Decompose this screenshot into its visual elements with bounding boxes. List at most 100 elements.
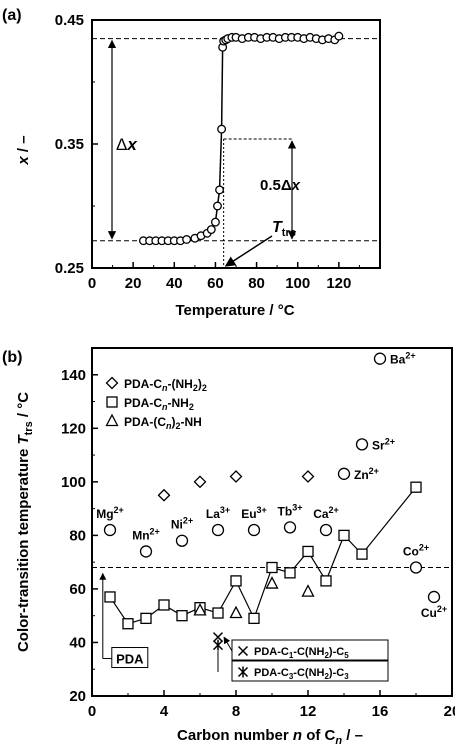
x-tick-label: 20 xyxy=(444,703,455,720)
square-series-line xyxy=(109,486,417,625)
x-tick-label: 100 xyxy=(285,275,310,292)
y-tick-label: 0.35 xyxy=(55,136,84,153)
triangle-point xyxy=(301,584,315,597)
boxed-label-text: PDA-C3-C(NH2)-C3 xyxy=(254,667,349,681)
ion-point xyxy=(283,521,297,534)
data-point xyxy=(182,235,192,244)
ion-label: Co2+ xyxy=(403,543,429,559)
ion-label: Ba2+ xyxy=(390,351,416,367)
square-point xyxy=(140,612,152,625)
boxed-label-marker-stroke xyxy=(237,645,249,657)
x-point xyxy=(212,632,224,643)
square-point xyxy=(122,618,134,630)
square-point xyxy=(212,607,224,619)
delta-x-label: Δx xyxy=(116,135,138,154)
ion-label: Eu3+ xyxy=(241,505,267,521)
panel-a-annotations: Δx 0.5Δx Ttrs xyxy=(116,135,301,239)
x-point-stroke xyxy=(212,632,224,643)
square-point xyxy=(356,548,368,560)
square-point xyxy=(158,599,170,611)
x-tick-label: 60 xyxy=(207,275,224,292)
panel-b-y-axis-label: Color-transition temperature Ttrs / °C xyxy=(15,392,35,652)
transition-curve xyxy=(143,35,340,242)
y-tick-label: 60 xyxy=(69,581,86,598)
legend-marker xyxy=(105,376,119,390)
ion-point xyxy=(427,590,441,604)
half-delta-x-label: 0.5Δx xyxy=(260,177,301,194)
data-point xyxy=(217,124,227,134)
panel-b: (b) PDA 04812162020406080100120140 Mg2+M… xyxy=(2,347,455,747)
triangle-point xyxy=(265,576,279,589)
square-point xyxy=(104,591,116,603)
diamond-point xyxy=(301,470,315,483)
ion-label: Sr2+ xyxy=(372,436,395,452)
panel-b-ticks: 0 4 8 12 16 20 20 40 60 80 100 120 140 xyxy=(61,367,455,720)
ion-label: La3+ xyxy=(206,505,230,521)
ion-label: Ca2+ xyxy=(313,505,339,521)
legend-marker xyxy=(105,413,119,427)
ion-point xyxy=(247,523,261,537)
boxed-label-arrow xyxy=(223,636,233,652)
square-point xyxy=(320,575,332,587)
x-tick-label: 16 xyxy=(372,703,389,720)
x-tick-label: 80 xyxy=(248,275,265,292)
legend-label: PDA-(Cn)2-NH xyxy=(124,415,202,431)
legend-marker xyxy=(106,396,118,408)
ion-point xyxy=(175,534,189,547)
triangle-point xyxy=(229,605,243,619)
asterisk-point xyxy=(212,639,224,651)
x-tick-label: 12 xyxy=(300,703,317,720)
x-tick-label: 20 xyxy=(125,275,142,292)
panel-a-y-axis-label: x / – xyxy=(15,135,32,165)
y-tick-label: 20 xyxy=(69,688,86,705)
ttrs-label: Ttrs xyxy=(272,219,296,239)
square-point xyxy=(284,567,296,579)
square-point xyxy=(410,481,422,493)
panel-b-series xyxy=(104,470,422,651)
panel-b-x-axis-label: Carbon number n of Cn / – xyxy=(177,727,363,747)
ion-point xyxy=(373,352,387,365)
y-tick-label: 80 xyxy=(69,527,86,544)
panel-b-legend: PDA-Cn-(NH2)2 PDA-Cn-NH2 PDA-(Cn)2-NH xyxy=(105,376,207,431)
ion-point xyxy=(319,523,333,537)
panel-a-label: (a) xyxy=(2,7,22,24)
square-point xyxy=(302,545,314,558)
data-point xyxy=(215,185,224,195)
data-point xyxy=(210,217,220,227)
panel-b-label: (b) xyxy=(2,349,22,366)
y-tick-label: 0.45 xyxy=(55,12,84,29)
ion-label: Cu2+ xyxy=(421,604,447,620)
data-point xyxy=(206,225,216,235)
x-tick-label: 8 xyxy=(232,703,240,720)
ion-label: Mn2+ xyxy=(132,526,160,542)
triangle-point xyxy=(193,602,207,616)
ion-point xyxy=(103,523,117,537)
x-tick-label: 4 xyxy=(160,703,169,720)
y-tick-label: 120 xyxy=(61,420,86,437)
diamond-point xyxy=(157,488,171,502)
square-point xyxy=(230,575,242,587)
ion-label: Mg2+ xyxy=(96,505,124,521)
legend-label: PDA-Cn-(NH2)2 xyxy=(124,377,207,393)
ttrs-pointer-arrow xyxy=(224,235,273,267)
diamond-point xyxy=(229,470,243,483)
y-tick-label: 100 xyxy=(61,474,86,491)
y-tick-label: 0.25 xyxy=(55,260,84,277)
pda-label: PDA xyxy=(116,652,144,667)
x-tick-label: 0 xyxy=(88,703,96,720)
panel-b-boxed-labels: PDA-C1-C(NH2)-C5 PDA-C3-C(NH2)-C3 xyxy=(217,636,389,682)
y-tick-label: 40 xyxy=(69,634,86,651)
diamond-point xyxy=(193,475,207,489)
x-tick-label: 40 xyxy=(166,275,183,292)
ion-point xyxy=(337,467,351,480)
square-point xyxy=(176,610,188,622)
panel-a-ticks: 0 20 40 60 80 100 120 0.25 0.35 0.45 xyxy=(55,12,360,292)
legend-label: PDA-Cn-NH2 xyxy=(124,396,194,412)
boxed-label-frame xyxy=(231,660,389,682)
panel-b-ion-points: Mg2+ Mn2+ Ni2+ La3+ Eu3+ Tb3+ Ca2+ Zn2+ Sr2+ Ba2+… xyxy=(96,351,447,620)
ion-point xyxy=(355,438,369,451)
boxed-label-marker xyxy=(237,645,249,657)
ion-label: Zn2+ xyxy=(354,466,379,482)
panel-a: (a) 0 20 40 60 80 100 120 0.25 0.35 0.45 Δx 0.5Δx… xyxy=(2,7,381,319)
